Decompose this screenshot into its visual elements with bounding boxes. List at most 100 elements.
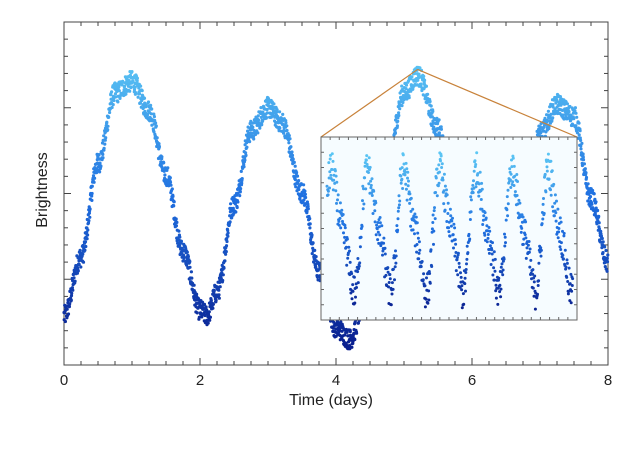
inset-data-point bbox=[471, 191, 475, 195]
data-point bbox=[132, 88, 137, 92]
inset-data-point bbox=[408, 192, 412, 196]
inset-data-point bbox=[378, 233, 382, 237]
inset-data-point bbox=[387, 285, 390, 289]
inset-data-point bbox=[454, 242, 458, 246]
data-point bbox=[146, 100, 151, 104]
inset-data-point bbox=[440, 162, 444, 166]
inset-data-point bbox=[451, 216, 454, 220]
inset-data-point bbox=[435, 167, 439, 171]
inset-data-point bbox=[333, 169, 337, 173]
data-point bbox=[593, 211, 597, 215]
data-point bbox=[178, 235, 182, 239]
inset-data-point bbox=[403, 170, 407, 174]
inset-data-point bbox=[550, 169, 554, 173]
inset-data-point bbox=[504, 241, 507, 245]
data-point bbox=[586, 182, 590, 186]
data-point bbox=[288, 137, 292, 141]
inset-data-point bbox=[357, 267, 361, 271]
inset-data-point bbox=[351, 283, 355, 287]
inset-data-point bbox=[364, 158, 368, 162]
data-point bbox=[306, 204, 310, 208]
data-point bbox=[87, 211, 91, 215]
inset-data-point bbox=[563, 248, 567, 252]
inset-data-point bbox=[536, 284, 540, 287]
inset-data-point bbox=[541, 202, 545, 206]
inset-data-point bbox=[463, 282, 467, 286]
inset-data-point bbox=[460, 288, 464, 292]
data-point bbox=[303, 192, 307, 196]
inset-data-point bbox=[532, 280, 536, 284]
inset-data-point bbox=[326, 189, 330, 193]
data-point bbox=[339, 320, 343, 324]
inset-data-point bbox=[504, 218, 508, 222]
inset-data-point bbox=[555, 199, 558, 203]
data-point bbox=[580, 141, 584, 145]
inset-data-point bbox=[447, 226, 451, 230]
data-point bbox=[106, 124, 110, 128]
data-point bbox=[578, 129, 582, 133]
inset-data-point bbox=[557, 230, 561, 234]
data-point bbox=[264, 115, 268, 120]
inset-data-point bbox=[370, 177, 374, 181]
data-point bbox=[128, 89, 132, 93]
inset-data-point bbox=[331, 159, 335, 163]
inset-data-point bbox=[342, 241, 346, 245]
inset-data-point bbox=[529, 258, 533, 262]
inset-data-point bbox=[493, 269, 497, 273]
inset-data-point bbox=[339, 226, 343, 230]
inset-data-point bbox=[330, 168, 334, 171]
inset-data-point bbox=[501, 268, 505, 272]
inset-data-point bbox=[406, 170, 410, 174]
data-point bbox=[98, 161, 102, 165]
data-point bbox=[221, 273, 225, 277]
data-point bbox=[192, 283, 196, 287]
inset-data-point bbox=[341, 213, 345, 216]
inset-data-point bbox=[464, 289, 467, 293]
data-point bbox=[200, 315, 204, 319]
inset-data-point bbox=[394, 249, 397, 253]
data-point bbox=[355, 331, 359, 335]
data-point bbox=[97, 153, 101, 157]
data-point bbox=[579, 144, 583, 148]
data-point bbox=[596, 208, 600, 213]
inset-data-point bbox=[393, 265, 397, 269]
inset-data-point bbox=[464, 268, 468, 271]
inset-data-point bbox=[567, 266, 571, 270]
inset-data-point bbox=[553, 193, 557, 197]
inset-data-point bbox=[360, 225, 364, 228]
x-axis-label: Time (days) bbox=[289, 392, 373, 409]
data-point bbox=[410, 75, 414, 79]
inset-data-point bbox=[472, 169, 476, 173]
inset-data-point bbox=[375, 223, 379, 227]
inset-data-point bbox=[520, 226, 524, 230]
data-point bbox=[546, 109, 551, 113]
data-point bbox=[149, 112, 153, 116]
inset-data-point bbox=[526, 243, 530, 247]
data-point bbox=[127, 79, 131, 83]
data-point bbox=[240, 177, 244, 181]
inset-data-point bbox=[419, 265, 423, 269]
data-point bbox=[310, 252, 314, 256]
data-point bbox=[244, 153, 248, 157]
inset-data-point bbox=[462, 302, 466, 306]
inset-data-point bbox=[463, 276, 467, 280]
data-point bbox=[95, 171, 99, 175]
inset-data-point bbox=[387, 281, 391, 284]
data-point bbox=[422, 74, 426, 78]
data-point bbox=[185, 263, 189, 267]
inset-data-point bbox=[345, 237, 349, 241]
data-point bbox=[416, 78, 420, 82]
data-point bbox=[244, 151, 248, 155]
inset-data-point bbox=[400, 166, 404, 170]
x-tick-label: 6 bbox=[468, 372, 476, 389]
inset-data-point bbox=[417, 240, 421, 244]
data-point bbox=[204, 305, 208, 309]
data-point bbox=[90, 184, 94, 188]
data-point bbox=[226, 234, 230, 238]
data-point bbox=[175, 220, 179, 224]
data-point bbox=[231, 206, 235, 210]
inset-data-point bbox=[373, 220, 377, 224]
inset-data-point bbox=[561, 253, 565, 257]
inset-data-point bbox=[539, 254, 543, 258]
data-point bbox=[83, 248, 87, 252]
